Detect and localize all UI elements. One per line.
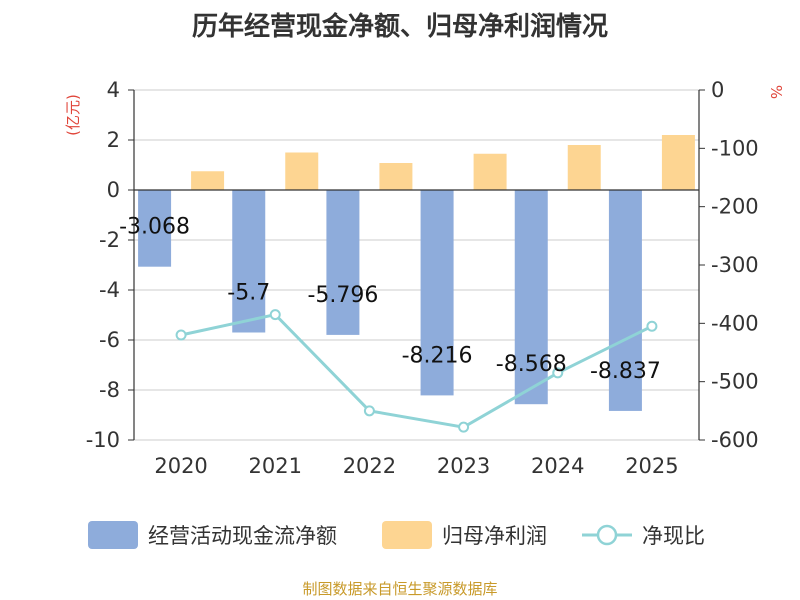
y-right-tick-label: -500 — [711, 370, 759, 394]
x-tick-label: 2020 — [154, 454, 207, 478]
bar-value-label: -3.068 — [119, 215, 190, 240]
bar-cashflow — [608, 190, 642, 411]
bar-cashflow — [514, 190, 548, 405]
ratio-point — [646, 320, 658, 332]
legend-label-cashflow: 经营活动现金流净额 — [148, 524, 337, 548]
bar-value-label: -8.568 — [496, 352, 567, 377]
x-tick-label: 2021 — [249, 454, 302, 478]
y-right-tick-label: -100 — [711, 136, 759, 160]
legend-swatch-ratio — [582, 524, 632, 546]
bar-cashflow — [232, 190, 266, 333]
x-tick-label: 2025 — [625, 454, 678, 478]
legend-swatch-cashflow — [88, 521, 138, 549]
axes: 420-2-4-6-8-100-100-200-300-400-500-6002… — [86, 78, 759, 478]
y-left-tick-label: -4 — [99, 278, 120, 302]
y-left-tick-label: 4 — [107, 78, 120, 102]
y-right-tick-label: -400 — [711, 311, 759, 335]
y-left-tick-label: -8 — [99, 378, 120, 402]
bar-value-label: -8.837 — [590, 359, 661, 384]
bar-profit — [379, 163, 413, 190]
y-right-tick-label: 0 — [711, 78, 724, 102]
y-right-axis-label: % — [767, 85, 785, 99]
y-right-tick-label: -300 — [711, 253, 759, 277]
y-left-tick-label: 2 — [107, 128, 120, 152]
bar-profit — [661, 135, 695, 190]
bar-profit — [473, 153, 507, 190]
source-note: 制图数据来自恒生聚源数据库 — [302, 580, 498, 598]
bar-profit — [285, 152, 319, 190]
bar-cashflow — [138, 190, 172, 267]
bar-value-label: -5.7 — [227, 281, 270, 306]
ratio-point — [175, 329, 187, 341]
legend-item-ratio[interactable]: 净现比 — [582, 518, 705, 552]
bar-cashflow — [420, 190, 454, 396]
y-left-axis-label: (亿元) — [64, 94, 82, 136]
legend-item-profit[interactable]: 归母净利润 — [382, 518, 547, 552]
bar-value-label: -8.216 — [402, 343, 473, 368]
ratio-line — [175, 309, 658, 433]
y-right-tick-label: -600 — [711, 428, 759, 452]
ratio-point — [363, 405, 375, 417]
x-tick-label: 2023 — [437, 454, 490, 478]
bar-profit — [191, 171, 225, 190]
y-left-tick-label: -10 — [86, 428, 120, 452]
ratio-polyline — [180, 312, 653, 429]
legend-label-profit: 归母净利润 — [442, 524, 547, 548]
y-left-tick-label: 0 — [107, 178, 120, 202]
x-tick-label: 2022 — [343, 454, 396, 478]
legend-label-ratio: 净现比 — [642, 524, 705, 548]
ratio-point — [458, 421, 470, 433]
x-tick-label: 2024 — [531, 454, 584, 478]
bar-profit — [567, 145, 601, 190]
legend-swatch-profit — [382, 521, 432, 549]
ratio-point — [552, 367, 564, 379]
bar-cashflow — [326, 190, 360, 335]
ratio-point — [269, 309, 281, 321]
bars — [138, 135, 695, 411]
chart-title: 历年经营现金净额、归母净利润情况 — [191, 12, 608, 42]
data-labels: -3.068 -5.7 -5.796 -8.216 -8.568 -8.837 — [119, 215, 661, 384]
y-left-tick-label: -2 — [99, 228, 120, 252]
y-right-tick-label: -200 — [711, 195, 759, 219]
y-left-tick-label: -6 — [99, 328, 120, 352]
bar-value-label: -5.796 — [307, 283, 378, 308]
legend-item-cashflow[interactable]: 经营活动现金流净额 — [88, 518, 337, 552]
